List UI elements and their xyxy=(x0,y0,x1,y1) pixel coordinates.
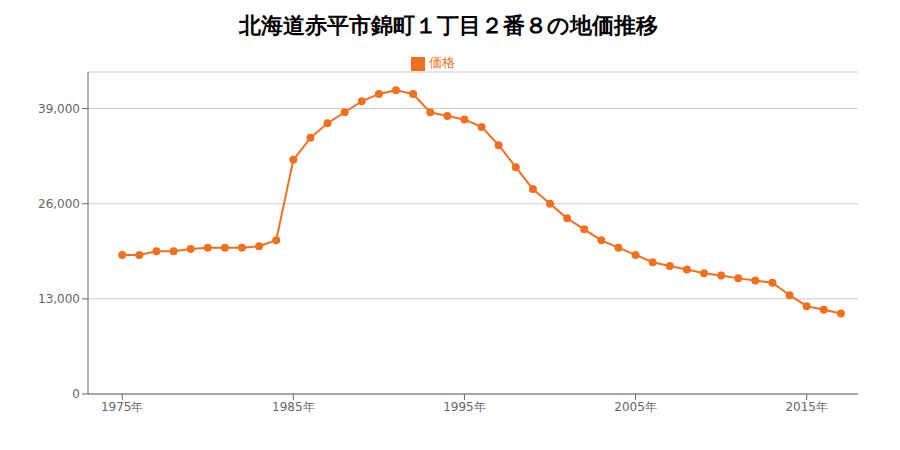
html-text:価格: 価格 xyxy=(429,55,455,70)
html-text:北海道赤平市錦町１丁目２番８の地価推移: 北海道赤平市錦町１丁目２番８の地価推移 xyxy=(238,13,658,38)
svg-text:1995年: 1995年 xyxy=(443,400,486,414)
svg-text:2005年: 2005年 xyxy=(614,400,657,414)
svg-text:1975年: 1975年 xyxy=(101,400,144,414)
svg-text:39,000: 39,000 xyxy=(38,102,80,116)
svg-text:2015年: 2015年 xyxy=(785,400,828,414)
svg-text:0: 0 xyxy=(72,387,80,401)
svg-text:1985年: 1985年 xyxy=(272,400,315,414)
svg-text:13,000: 13,000 xyxy=(38,292,80,306)
svg-text:26,000: 26,000 xyxy=(38,197,80,211)
